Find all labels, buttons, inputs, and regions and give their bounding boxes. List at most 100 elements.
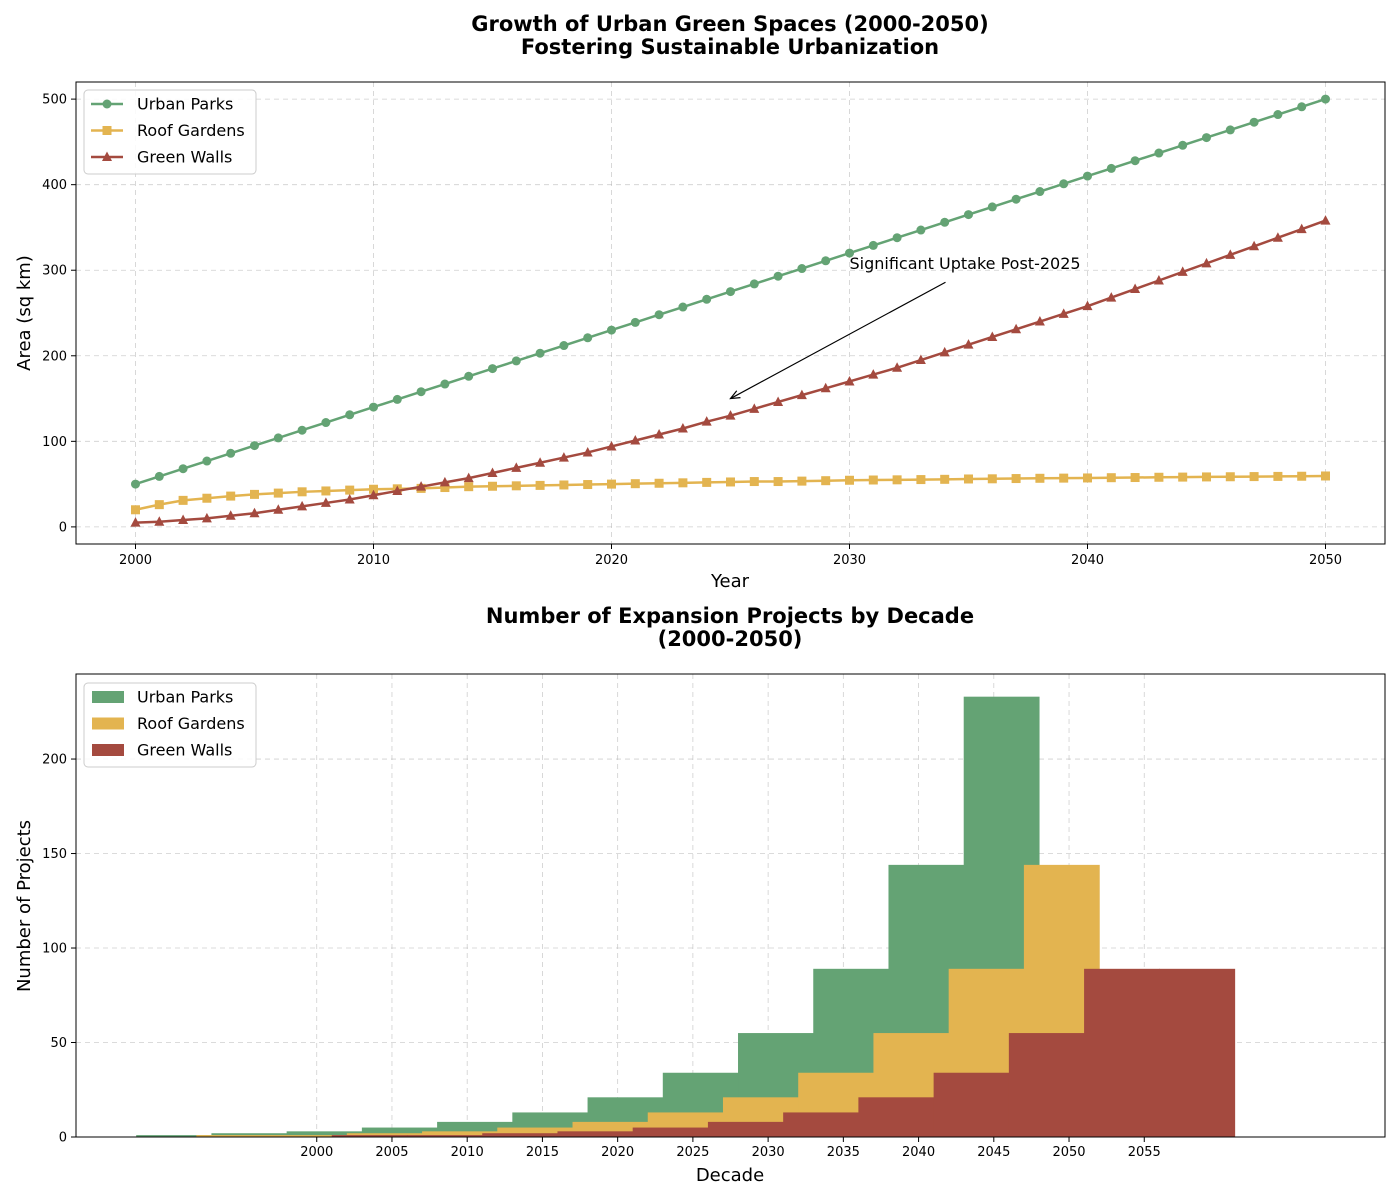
y-tick-label: 0 bbox=[59, 1131, 67, 1146]
data-point-urban-parks bbox=[892, 233, 902, 243]
data-point-green-walls bbox=[297, 500, 308, 511]
data-point-green-walls bbox=[582, 446, 593, 457]
data-point-green-walls bbox=[487, 467, 498, 477]
data-point-urban-parks bbox=[1297, 102, 1307, 112]
data-point-roof-gardens bbox=[369, 484, 378, 494]
data-point-urban-parks bbox=[535, 348, 545, 358]
y-tick-label: 100 bbox=[42, 942, 67, 957]
legend-marker bbox=[102, 151, 112, 161]
data-point-urban-parks bbox=[226, 448, 236, 458]
data-point-urban-parks bbox=[964, 210, 973, 220]
annotation-arrow bbox=[730, 281, 946, 400]
data-point-urban-parks bbox=[1225, 125, 1235, 135]
data-point-green-walls bbox=[1201, 257, 1212, 268]
annotation-arrowhead bbox=[729, 390, 741, 400]
data-point-urban-parks bbox=[1321, 94, 1330, 104]
data-point-urban-parks bbox=[1178, 140, 1188, 150]
data-point-roof-gardens bbox=[345, 485, 355, 495]
legend-label: Roof Gardens bbox=[137, 121, 245, 140]
data-point-urban-parks bbox=[1202, 133, 1211, 143]
data-point-roof-gardens bbox=[464, 482, 474, 492]
data-point-green-walls bbox=[677, 423, 688, 433]
chart1-ticks: 2000 2010 2020 2030 2040 2050 0 100 200 300 400 500 bbox=[42, 93, 1342, 568]
data-point-urban-parks bbox=[678, 302, 688, 312]
data-point-urban-parks bbox=[273, 433, 283, 443]
x-tick-label: 2035 bbox=[827, 1145, 860, 1160]
data-point-roof-gardens bbox=[868, 475, 878, 485]
data-point-urban-parks bbox=[987, 202, 997, 212]
legend-item-urban-parks: Urban Parks bbox=[91, 95, 233, 114]
data-point-urban-parks bbox=[749, 279, 759, 289]
x-tick-label: 2045 bbox=[977, 1145, 1010, 1160]
data-point-green-walls bbox=[368, 489, 379, 500]
bar-roof-gardens bbox=[271, 1135, 348, 1137]
y-tick-label: 400 bbox=[42, 178, 67, 193]
data-point-urban-parks bbox=[511, 356, 521, 366]
data-point-green-walls bbox=[1225, 249, 1236, 259]
data-point-green-walls bbox=[1130, 283, 1141, 294]
legend-item-roof-gardens: Roof Gardens bbox=[91, 121, 245, 140]
data-point-green-walls bbox=[1106, 292, 1117, 302]
bar-chart: Number of Expansion Projects by Decade (… bbox=[14, 604, 1386, 1186]
data-point-green-walls bbox=[439, 476, 450, 487]
data-point-urban-parks bbox=[559, 341, 569, 351]
data-point-roof-gardens bbox=[273, 488, 283, 498]
data-point-green-walls bbox=[130, 517, 141, 527]
data-point-green-walls bbox=[1058, 308, 1069, 318]
y-tick-label: 50 bbox=[50, 1036, 67, 1051]
data-point-urban-parks bbox=[607, 325, 616, 335]
data-point-green-walls bbox=[939, 346, 950, 357]
data-point-roof-gardens bbox=[1083, 473, 1092, 483]
data-point-roof-gardens bbox=[845, 475, 854, 485]
chart1-title-line1: Growth of Urban Green Spaces (2000-2050) bbox=[471, 12, 988, 36]
data-point-roof-gardens bbox=[607, 479, 616, 489]
data-point-urban-parks bbox=[131, 479, 140, 489]
data-point-green-walls bbox=[915, 354, 926, 365]
legend-item-urban-parks: Urban Parks bbox=[92, 688, 233, 707]
data-point-green-walls bbox=[1320, 215, 1331, 225]
legend-item-green-walls: Green Walls bbox=[91, 148, 232, 167]
data-point-urban-parks bbox=[369, 402, 378, 412]
data-point-green-walls bbox=[868, 369, 879, 379]
series-urban-parks bbox=[131, 94, 1330, 489]
data-point-roof-gardens bbox=[202, 493, 212, 503]
data-point-green-walls bbox=[1011, 323, 1022, 334]
chart1-legend: Urban Parks Roof Gardens Green Walls bbox=[83, 89, 257, 175]
data-point-green-walls bbox=[201, 512, 212, 523]
x-tick-label: 2025 bbox=[676, 1145, 709, 1160]
data-point-green-walls bbox=[820, 382, 831, 393]
bar-urban-parks bbox=[136, 1135, 213, 1137]
x-tick-label: 2020 bbox=[595, 553, 628, 568]
line-chart: Growth of Urban Green Spaces (2000-2050)… bbox=[14, 12, 1386, 592]
data-point-roof-gardens bbox=[511, 481, 521, 491]
data-point-roof-gardens bbox=[1059, 473, 1069, 483]
data-point-urban-parks bbox=[202, 456, 212, 466]
data-point-urban-parks bbox=[916, 225, 926, 235]
data-point-green-walls bbox=[225, 510, 236, 520]
chart2-bars-group bbox=[136, 696, 1236, 1137]
data-point-urban-parks bbox=[488, 364, 497, 374]
legend-label: Urban Parks bbox=[137, 688, 233, 707]
y-tick-label: 200 bbox=[42, 349, 67, 364]
annotation-text: Significant Uptake Post-2025 bbox=[850, 254, 1081, 273]
data-point-green-walls bbox=[701, 416, 712, 426]
bar-green-walls bbox=[1159, 968, 1236, 1137]
chart1-title-line2: Fostering Sustainable Urbanization bbox=[521, 35, 939, 59]
data-point-roof-gardens bbox=[916, 475, 926, 485]
data-point-roof-gardens bbox=[749, 477, 759, 487]
data-point-green-walls bbox=[558, 452, 569, 462]
chart2-plot-frame bbox=[75, 673, 1386, 1138]
legend-label: Green Walls bbox=[137, 741, 232, 760]
data-point-green-walls bbox=[178, 514, 189, 525]
data-point-urban-parks bbox=[1059, 179, 1069, 189]
data-point-roof-gardens bbox=[964, 474, 973, 484]
data-point-roof-gardens bbox=[154, 500, 164, 510]
data-point-green-walls bbox=[392, 485, 403, 495]
data-point-roof-gardens bbox=[440, 483, 450, 493]
data-point-green-walls bbox=[749, 403, 760, 413]
data-point-green-walls bbox=[249, 507, 260, 518]
chart2-legend-box bbox=[83, 682, 257, 768]
data-point-urban-parks bbox=[940, 217, 950, 227]
data-point-green-walls bbox=[844, 375, 855, 386]
bar-green-walls bbox=[933, 1072, 1010, 1137]
